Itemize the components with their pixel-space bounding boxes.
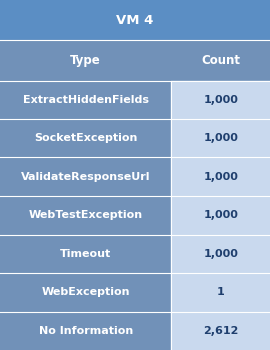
Bar: [171, 273, 270, 312]
Text: 1,000: 1,000: [203, 249, 238, 259]
Bar: [0, 234, 171, 273]
Text: Count: Count: [201, 54, 240, 67]
Bar: [171, 80, 270, 119]
Text: 1,000: 1,000: [203, 172, 238, 182]
Text: 1,000: 1,000: [203, 133, 238, 143]
Text: WebException: WebException: [42, 287, 130, 297]
Text: 1: 1: [217, 287, 225, 297]
Bar: [171, 158, 270, 196]
Text: 1,000: 1,000: [203, 210, 238, 220]
Bar: [171, 312, 270, 350]
Bar: [0, 158, 171, 196]
Text: 1,000: 1,000: [203, 95, 238, 105]
Text: ValidateResponseUrl: ValidateResponseUrl: [21, 172, 150, 182]
Text: No Information: No Information: [39, 326, 133, 336]
Text: Timeout: Timeout: [60, 249, 111, 259]
Bar: [171, 196, 270, 235]
Text: VM 4: VM 4: [116, 14, 154, 27]
Bar: [0, 273, 171, 312]
Text: Type: Type: [70, 54, 101, 67]
Bar: [0, 0, 270, 40]
Bar: [0, 196, 171, 235]
Text: WebTestException: WebTestException: [29, 210, 143, 220]
Bar: [0, 80, 171, 119]
Bar: [171, 234, 270, 273]
Text: ExtractHiddenFields: ExtractHiddenFields: [23, 95, 149, 105]
Text: 2,612: 2,612: [203, 326, 238, 336]
Bar: [0, 312, 171, 350]
Bar: [0, 40, 270, 80]
Bar: [171, 119, 270, 158]
Bar: [0, 119, 171, 158]
Text: SocketException: SocketException: [34, 133, 137, 143]
